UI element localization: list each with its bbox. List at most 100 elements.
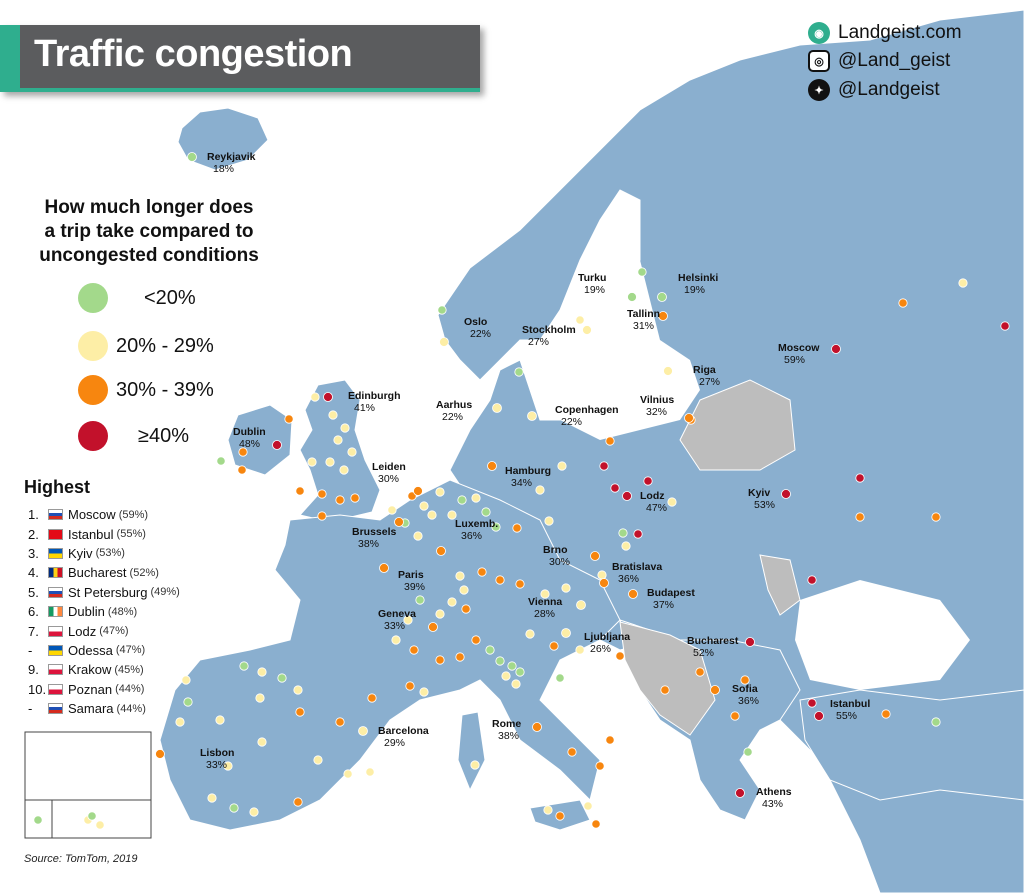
city-marker	[223, 761, 233, 771]
city-marker	[447, 597, 457, 607]
sardinia-shape	[457, 711, 486, 792]
city-marker-luxemb	[436, 546, 446, 556]
city-name-label: Istanbul	[830, 698, 870, 710]
city-name-label: Athens	[756, 786, 792, 798]
city-name-label: Helsinki	[678, 272, 718, 284]
social-instagram[interactable]: ◎ @Land_geist	[808, 50, 950, 72]
city-marker	[295, 707, 305, 717]
city-name-label: Lodz	[640, 490, 665, 502]
city-marker	[807, 698, 817, 708]
city-value-label: 38%	[498, 730, 519, 742]
city-marker-stockholm	[582, 325, 592, 335]
city-marker	[419, 687, 429, 697]
city-marker	[549, 641, 559, 651]
rank-value: (59%)	[118, 508, 149, 521]
city-marker	[455, 652, 465, 662]
rank-number: 6.	[28, 604, 39, 620]
city-marker-lisbon	[155, 749, 165, 759]
rank-value: (45%)	[114, 663, 144, 676]
city-value-label: 32%	[646, 406, 667, 418]
city-marker	[931, 512, 941, 522]
city-marker	[365, 767, 375, 777]
city-marker	[335, 495, 345, 505]
city-marker	[339, 465, 349, 475]
city-marker	[730, 711, 740, 721]
city-marker	[387, 505, 397, 515]
city-marker	[740, 675, 750, 685]
city-marker	[544, 516, 554, 526]
city-name-label: Lisbon	[200, 747, 234, 759]
globe-icon: ◉	[808, 22, 830, 44]
city-marker	[643, 476, 653, 486]
city-marker	[535, 485, 545, 495]
city-value-label: 36%	[618, 573, 639, 585]
highest-list-item: 5. St Petersburg (49%)	[24, 583, 180, 602]
city-marker-dublin	[272, 440, 282, 450]
city-name-label: Turku	[578, 272, 606, 284]
city-marker	[435, 655, 445, 665]
city-marker	[743, 747, 753, 757]
rank-city: Samara	[68, 701, 114, 717]
city-marker-hamburg	[487, 461, 497, 471]
city-marker	[512, 523, 522, 533]
social-twitter[interactable]: ✦ @Landgeist	[808, 79, 940, 101]
city-value-label: 52%	[693, 647, 714, 659]
legend-swatch-green	[78, 283, 108, 313]
instagram-icon: ◎	[808, 50, 830, 72]
city-marker	[284, 414, 294, 424]
rank-number: 1.	[28, 507, 39, 523]
city-name-label: Reykjavik	[207, 151, 256, 163]
city-marker	[633, 529, 643, 539]
city-marker	[807, 575, 817, 585]
ukraine-flag-icon	[48, 547, 63, 559]
grey-countries	[619, 379, 801, 736]
highest-list-item: - Samara (44%)	[24, 699, 180, 718]
social-website[interactable]: ◉ Landgeist.com	[808, 22, 962, 44]
city-marker-brussels	[394, 517, 404, 527]
city-value-label: 41%	[354, 402, 375, 414]
rank-number: 2.	[28, 526, 39, 542]
city-marker	[350, 493, 360, 503]
city-marker	[255, 693, 265, 703]
city-marker	[583, 801, 593, 811]
city-marker	[477, 567, 487, 577]
city-marker-vilnius	[684, 413, 694, 423]
rank-city: Kyiv	[68, 545, 93, 561]
rank-value: (53%)	[95, 547, 125, 560]
city-marker	[621, 541, 631, 551]
page-title: Traffic congestion	[34, 33, 353, 75]
black-sea	[795, 580, 970, 690]
city-marker	[313, 755, 323, 765]
highest-list-item: 2. Istanbul (55%)	[24, 524, 180, 543]
ukraine-flag-icon	[48, 644, 63, 656]
city-marker	[514, 367, 524, 377]
city-marker	[515, 667, 525, 677]
city-marker	[605, 735, 615, 745]
city-value-label: 27%	[528, 336, 549, 348]
city-marker	[471, 493, 481, 503]
city-marker	[229, 803, 239, 813]
city-marker	[343, 769, 353, 779]
baltic-sea	[560, 260, 700, 440]
city-value-label: 39%	[404, 581, 425, 593]
legend-label-mid: 20% - 29%	[116, 334, 214, 357]
rank-number: 7.	[28, 623, 39, 639]
city-marker	[405, 681, 415, 691]
russia-flag-icon	[48, 703, 63, 715]
city-marker	[257, 667, 267, 677]
city-name-label: Bucharest	[687, 635, 739, 647]
city-marker	[215, 715, 225, 725]
city-marker	[409, 645, 419, 655]
city-value-label: 37%	[653, 599, 674, 611]
city-marker	[307, 457, 317, 467]
twitter-label: @Landgeist	[838, 79, 940, 100]
rank-value: (44%)	[115, 683, 145, 696]
city-marker	[695, 667, 705, 677]
rank-city: Odessa	[68, 642, 113, 658]
city-value-label: 19%	[684, 284, 705, 296]
city-marker	[419, 501, 429, 511]
legend-item-low: <20%	[78, 283, 196, 313]
city-value-label: 59%	[784, 354, 805, 366]
